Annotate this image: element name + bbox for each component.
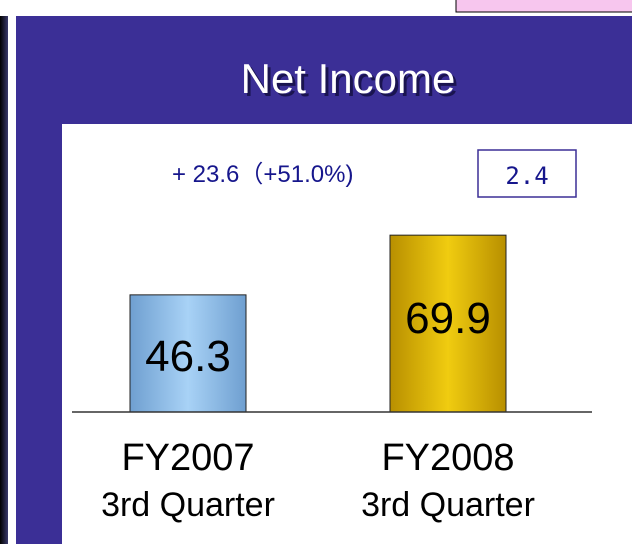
x-tick-label: 3rd Quarter — [361, 486, 535, 524]
side-strip — [0, 16, 8, 544]
bar — [389, 234, 507, 413]
bar — [129, 294, 247, 413]
x-tick-label: FY2007 — [121, 437, 254, 479]
annotation: + 23.6（+51.0%) — [172, 161, 353, 188]
annotation-box — [477, 149, 577, 198]
title-shadow: Net Income — [244, 58, 459, 105]
chart-title: Net Income — [241, 55, 456, 102]
bar-value-label: 69.9 — [405, 294, 491, 343]
corner-tab — [455, 0, 632, 13]
x-tick-label: 3rd Quarter — [101, 486, 275, 524]
bar-value-label: 46.3 — [145, 332, 231, 381]
annotation-box-text: 2.4 — [505, 162, 548, 190]
x-tick-label: FY2008 — [381, 437, 514, 479]
